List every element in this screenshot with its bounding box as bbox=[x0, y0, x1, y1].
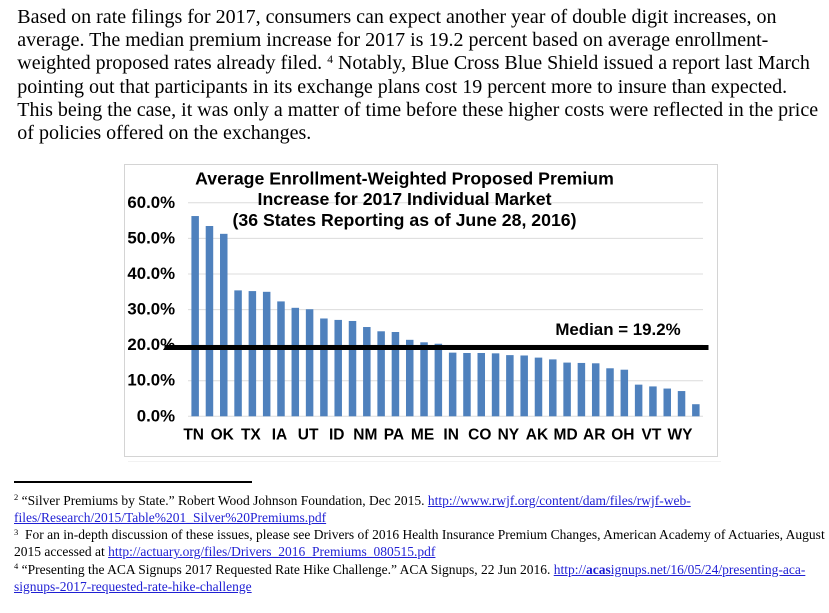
svg-text:0.0%: 0.0% bbox=[137, 406, 175, 425]
svg-text:IA: IA bbox=[272, 427, 288, 444]
svg-text:TX: TX bbox=[241, 427, 261, 444]
svg-text:NM: NM bbox=[353, 427, 377, 444]
svg-text:OH: OH bbox=[611, 427, 634, 444]
svg-text:CO: CO bbox=[468, 427, 491, 444]
svg-text:OK: OK bbox=[211, 427, 235, 444]
svg-text:20.0%: 20.0% bbox=[127, 335, 175, 354]
svg-text:WY: WY bbox=[668, 427, 694, 444]
svg-text:10.0%: 10.0% bbox=[127, 371, 175, 390]
svg-text:TN: TN bbox=[183, 427, 204, 444]
svg-text:Average Enrollment-Weighted Pr: Average Enrollment-Weighted Proposed Pre… bbox=[195, 169, 614, 189]
svg-text:PA: PA bbox=[384, 427, 404, 444]
svg-text:ID: ID bbox=[329, 427, 345, 444]
svg-text:Increase for 2017 Individual M: Increase for 2017 Individual Market bbox=[258, 189, 552, 209]
svg-text:30.0%: 30.0% bbox=[127, 300, 175, 319]
svg-text:(36 States Reporting as of Jun: (36 States Reporting as of June 28, 2016… bbox=[232, 210, 576, 230]
svg-text:40.0%: 40.0% bbox=[127, 264, 175, 283]
svg-text:AR: AR bbox=[583, 427, 605, 444]
svg-text:IN: IN bbox=[443, 427, 459, 444]
svg-text:NY: NY bbox=[498, 427, 520, 444]
svg-text:50.0%: 50.0% bbox=[127, 228, 175, 247]
svg-text:AK: AK bbox=[526, 427, 549, 444]
svg-text:VT: VT bbox=[642, 427, 662, 444]
svg-text:60.0%: 60.0% bbox=[127, 193, 175, 212]
svg-text:MD: MD bbox=[554, 427, 578, 444]
svg-text:Median = 19.2%: Median = 19.2% bbox=[555, 320, 680, 339]
svg-text:UT: UT bbox=[298, 427, 319, 444]
svg-text:ME: ME bbox=[411, 427, 434, 444]
